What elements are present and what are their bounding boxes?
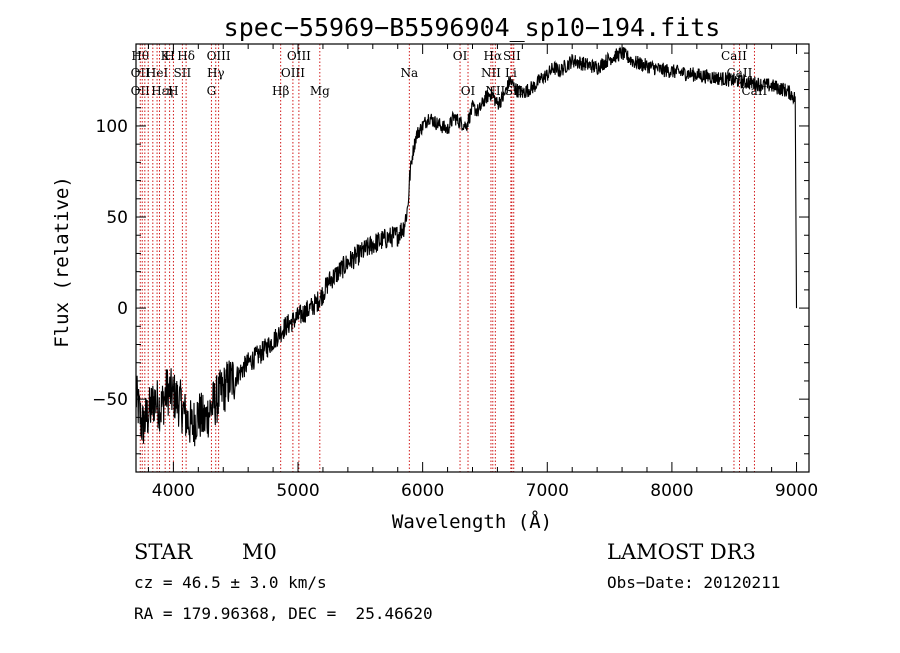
spectral-line-label: CaII [721, 49, 747, 63]
spectral-line-label: HeI [146, 66, 169, 80]
spectral-line-label: Na [400, 66, 418, 80]
spectral-line-label: Hγ [207, 66, 225, 80]
spectral-line-label: H [164, 49, 174, 63]
spectral-line-label: Mg [310, 84, 330, 98]
y-tick-label: 50 [106, 208, 128, 228]
y-axis-label: Flux (relative) [51, 176, 73, 348]
spectral-line-label: OIII [207, 49, 231, 63]
x-tick-label: 9000 [775, 481, 818, 501]
spectral-line-label: G [207, 84, 217, 98]
coordinates: RA = 179.96368, DEC = 25.46620 [134, 604, 433, 623]
chart-title: spec−55969−B5596904_sp10−194.fits [224, 13, 721, 42]
x-tick-label: 7000 [526, 481, 569, 501]
x-tick-label: 5000 [276, 481, 319, 501]
x-tick-label: 4000 [152, 481, 195, 501]
spectral-line-label: η [166, 84, 173, 98]
spectral-line-label: SII [174, 66, 192, 80]
plot-frame [135, 43, 810, 473]
spectral-line-label: OIII [287, 49, 311, 63]
spectral-line-label: OIII [281, 66, 305, 80]
spectral-line-label: K [161, 49, 171, 63]
spectral-line-label: H [168, 84, 178, 98]
spectrum-line [135, 46, 798, 447]
spectral-line-label: Li [505, 66, 517, 80]
spectral-line-label: OI [453, 49, 468, 63]
spectral-line-label: Hε [151, 84, 168, 98]
spectral-line-label: Hβ [272, 84, 289, 98]
spectral-line-label: SII [503, 49, 521, 63]
y-tick-label: −50 [92, 390, 128, 410]
spectral-line-label: Hδ [177, 49, 195, 63]
x-tick-label: 8000 [650, 481, 693, 501]
x-tick-label: 6000 [401, 481, 444, 501]
spectral-line-label: OI [461, 84, 476, 98]
observation-date: Obs−Date: 20120211 [607, 573, 781, 592]
spectral-line-label: Hα [484, 49, 503, 63]
y-tick-label: 100 [96, 117, 128, 137]
object-type: STAR [134, 540, 193, 564]
survey-name: LAMOST DR3 [607, 540, 756, 564]
y-tick-label: 0 [117, 299, 128, 319]
spectral-line-label: NII [481, 66, 501, 80]
redshift-cz: cz = 46.5 ± 3.0 km/s [134, 573, 327, 592]
x-axis-label: Wavelength (Å) [392, 510, 552, 533]
spectral-line-label: Hθ [131, 49, 149, 63]
subclass: M0 [242, 540, 277, 564]
spectral-line-label: OII [131, 84, 151, 98]
